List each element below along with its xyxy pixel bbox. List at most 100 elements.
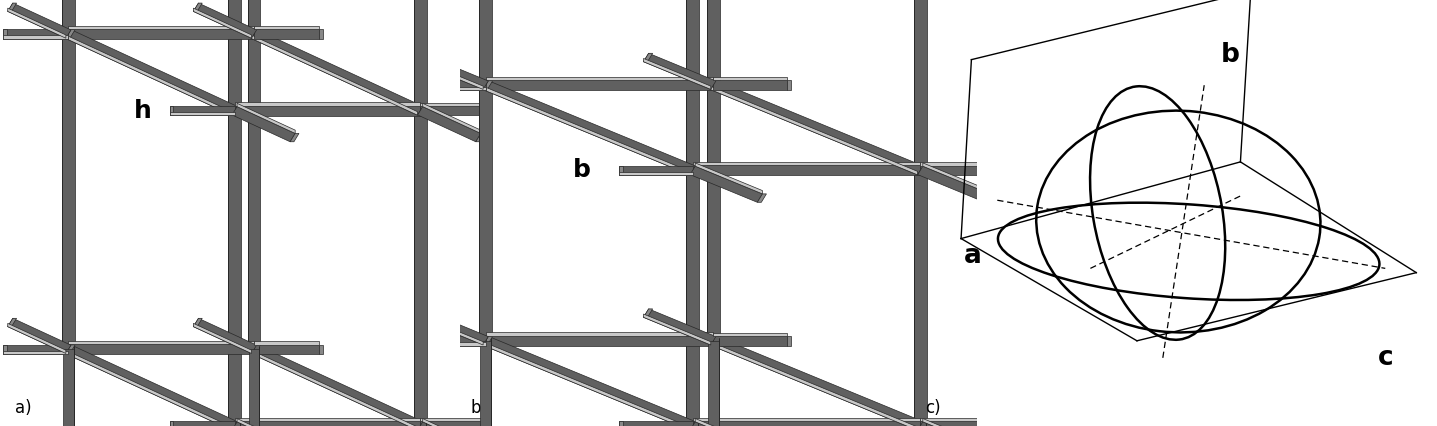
Polygon shape — [7, 318, 70, 354]
Polygon shape — [231, 422, 295, 426]
Polygon shape — [711, 342, 918, 426]
Polygon shape — [696, 163, 763, 194]
Polygon shape — [693, 421, 920, 426]
Polygon shape — [3, 345, 69, 354]
Polygon shape — [690, 422, 763, 426]
Polygon shape — [69, 344, 254, 354]
Polygon shape — [483, 81, 696, 175]
Polygon shape — [711, 81, 923, 175]
Polygon shape — [713, 80, 717, 90]
Polygon shape — [415, 314, 483, 345]
Polygon shape — [923, 418, 990, 426]
Polygon shape — [480, 341, 491, 426]
Polygon shape — [66, 35, 231, 115]
Polygon shape — [994, 166, 999, 175]
Polygon shape — [483, 337, 493, 345]
Polygon shape — [3, 345, 7, 354]
Text: h: h — [134, 99, 151, 123]
Polygon shape — [249, 349, 260, 426]
Polygon shape — [3, 29, 69, 39]
Polygon shape — [170, 421, 174, 426]
Polygon shape — [713, 333, 787, 336]
Polygon shape — [415, 309, 489, 345]
Polygon shape — [757, 194, 766, 202]
Polygon shape — [66, 345, 237, 426]
Polygon shape — [914, 0, 927, 426]
Polygon shape — [412, 336, 415, 345]
Polygon shape — [486, 332, 713, 336]
Polygon shape — [63, 349, 73, 426]
Polygon shape — [713, 336, 717, 346]
Polygon shape — [170, 106, 174, 115]
Polygon shape — [920, 166, 994, 175]
Polygon shape — [228, 0, 241, 426]
Polygon shape — [69, 26, 254, 29]
Polygon shape — [422, 103, 481, 133]
Polygon shape — [923, 163, 990, 194]
Polygon shape — [690, 166, 763, 202]
Polygon shape — [237, 418, 295, 426]
Polygon shape — [918, 166, 990, 202]
Polygon shape — [619, 421, 622, 426]
Polygon shape — [707, 341, 718, 426]
Polygon shape — [415, 58, 483, 89]
Polygon shape — [787, 336, 792, 345]
Polygon shape — [619, 421, 693, 426]
Polygon shape — [254, 29, 259, 39]
Polygon shape — [62, 0, 75, 349]
Polygon shape — [483, 81, 493, 89]
Polygon shape — [251, 345, 260, 354]
Polygon shape — [247, 0, 260, 349]
Polygon shape — [644, 53, 716, 89]
Polygon shape — [486, 336, 713, 346]
Polygon shape — [415, 309, 425, 317]
Polygon shape — [194, 318, 203, 327]
Polygon shape — [420, 418, 486, 421]
Polygon shape — [414, 0, 427, 426]
Polygon shape — [693, 417, 920, 421]
Text: b: b — [1220, 42, 1240, 68]
Polygon shape — [66, 345, 75, 354]
Polygon shape — [412, 342, 486, 345]
Polygon shape — [486, 421, 489, 426]
Polygon shape — [237, 103, 295, 133]
Text: a): a) — [14, 400, 32, 417]
Polygon shape — [420, 421, 424, 426]
Polygon shape — [319, 29, 323, 39]
Polygon shape — [66, 350, 231, 426]
Polygon shape — [707, 0, 720, 341]
Polygon shape — [644, 309, 652, 317]
Polygon shape — [234, 417, 420, 421]
Polygon shape — [483, 86, 690, 175]
Polygon shape — [644, 58, 711, 89]
Polygon shape — [3, 35, 69, 39]
Polygon shape — [420, 103, 486, 106]
Text: a: a — [964, 242, 981, 269]
Text: c): c) — [925, 400, 940, 417]
Polygon shape — [415, 53, 425, 62]
Polygon shape — [787, 81, 792, 90]
Polygon shape — [69, 341, 254, 344]
Polygon shape — [418, 106, 481, 142]
Polygon shape — [254, 341, 319, 345]
Polygon shape — [412, 81, 486, 90]
Polygon shape — [194, 8, 251, 38]
Polygon shape — [234, 102, 420, 106]
Polygon shape — [251, 345, 422, 426]
Polygon shape — [420, 106, 424, 116]
Polygon shape — [713, 77, 787, 81]
Polygon shape — [251, 35, 418, 115]
Polygon shape — [234, 421, 420, 426]
Polygon shape — [251, 30, 260, 38]
Polygon shape — [685, 0, 700, 426]
Polygon shape — [66, 30, 75, 38]
Polygon shape — [920, 162, 994, 166]
Polygon shape — [194, 3, 203, 12]
Polygon shape — [170, 421, 234, 426]
Polygon shape — [693, 165, 920, 176]
Polygon shape — [711, 81, 720, 89]
Polygon shape — [920, 421, 994, 426]
Polygon shape — [693, 162, 920, 165]
Text: c: c — [1378, 345, 1392, 371]
Polygon shape — [412, 86, 486, 90]
